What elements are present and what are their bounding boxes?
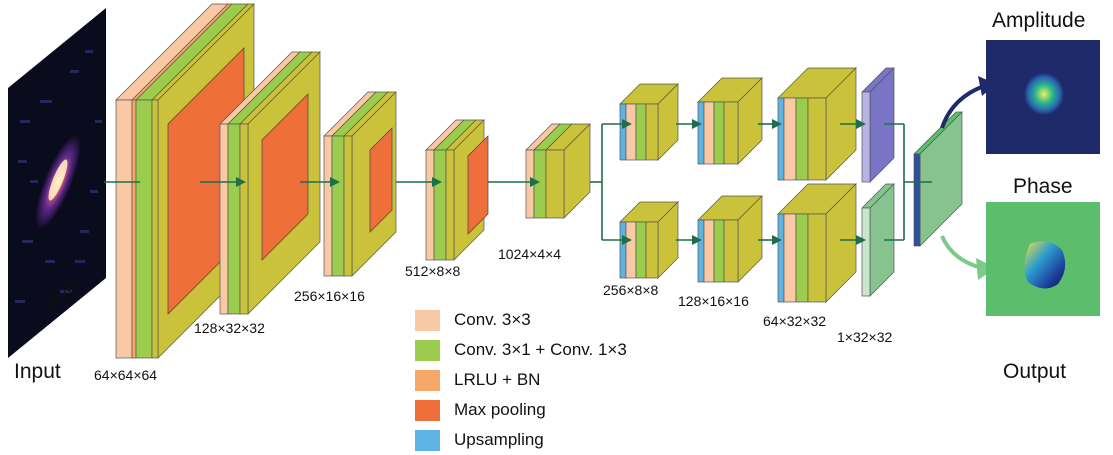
dim-label-8: 64×32×32: [763, 313, 827, 329]
arrow-right-icon: [200, 177, 246, 187]
merged-output-block: [913, 111, 963, 247]
phase-image: [986, 202, 1100, 316]
phase-title: Phase: [1013, 175, 1073, 198]
arrow-right-icon: [840, 235, 866, 245]
legend-label: Upsampling: [454, 430, 544, 449]
dim-label-1: 64×64×64: [94, 367, 158, 383]
legend-item-conv-separable: Conv. 3×1 + Conv. 1×3: [415, 335, 627, 365]
input-label: Input: [14, 360, 61, 383]
legend: Conv. 3×3 Conv. 3×1 + Conv. 1×3 LRLU + B…: [415, 305, 627, 455]
arrow-right-icon: [488, 177, 540, 187]
dim-label-6: 256×8×8: [603, 282, 659, 298]
decoder-upper-2: [697, 77, 763, 165]
encoder-block-3: [323, 91, 397, 277]
encoder-block-2: [219, 51, 321, 315]
arrow-right-icon: [840, 119, 866, 129]
output-label: Output: [1003, 360, 1067, 383]
dim-label-5: 1024×4×4: [498, 246, 562, 262]
dim-label-2: 128×32×32: [194, 320, 265, 336]
arrow-right-icon: [676, 119, 702, 129]
arrow-right-icon: [602, 235, 632, 245]
amplitude-title: Amplitude: [992, 9, 1086, 32]
legend-swatch: [415, 339, 440, 361]
arrow-right-icon: [758, 119, 782, 129]
arrow-right-icon: [758, 235, 782, 245]
encoder-block-4: [425, 119, 489, 261]
legend-label: Max pooling: [454, 400, 546, 419]
amplitude-image: [986, 40, 1100, 154]
dim-label-9: 1×32×32: [837, 329, 893, 345]
input-image: [8, 8, 106, 358]
decoder-lower-3: [777, 183, 857, 303]
dim-label-4: 512×8×8: [405, 263, 461, 279]
legend-item-max-pooling: Max pooling: [415, 395, 627, 425]
legend-item-lrlu-bn: LRLU + BN: [415, 365, 627, 395]
legend-item-conv3x3: Conv. 3×3: [415, 305, 627, 335]
legend-swatch: [415, 309, 440, 331]
arrow-right-icon: [396, 177, 442, 187]
legend-label: Conv. 3×3: [454, 310, 531, 329]
decoder-upper-output: [861, 67, 895, 183]
connections: [104, 119, 932, 245]
legend-swatch: [415, 429, 440, 451]
encoder-block-1: [115, 3, 255, 359]
decoder-upper-3: [777, 67, 857, 181]
arrow-right-icon: [300, 177, 340, 187]
arrow-right-icon: [676, 235, 702, 245]
decoder-lower-1: [619, 201, 679, 279]
legend-swatch: [415, 369, 440, 391]
decoder-lower-2: [697, 195, 763, 283]
legend-swatch: [415, 399, 440, 421]
decoder-upper-1: [619, 83, 679, 161]
arrow-right-icon: [602, 119, 632, 129]
dim-label-7: 128×16×16: [678, 293, 749, 309]
bottleneck-block: [525, 123, 591, 219]
decoder-lower-output: [861, 183, 895, 297]
legend-label: Conv. 3×1 + Conv. 1×3: [454, 340, 627, 359]
legend-item-upsampling: Upsampling: [415, 425, 627, 455]
legend-label: LRLU + BN: [454, 370, 541, 389]
dim-label-3: 256×16×16: [294, 288, 365, 304]
